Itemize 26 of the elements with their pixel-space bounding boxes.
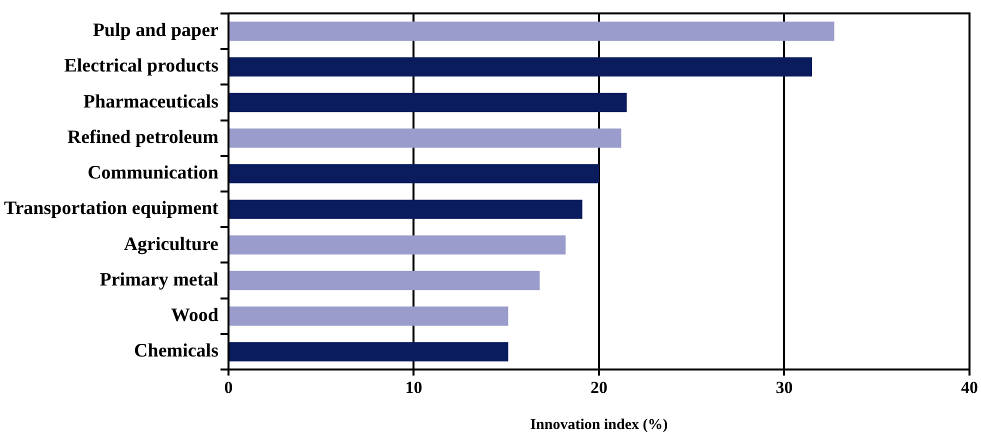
y-tick-label: Wood: [170, 305, 219, 326]
bar: [229, 92, 627, 112]
bar: [229, 342, 508, 362]
x-tick-label: 0: [224, 378, 233, 398]
bar: [229, 57, 812, 76]
bar: [229, 22, 834, 41]
bar: [229, 200, 582, 219]
y-tick-label: Communication: [88, 162, 219, 184]
y-tick-label: Electrical products: [64, 56, 218, 77]
y-tick-label: Agriculture: [124, 234, 218, 255]
y-tick-label: Pharmaceuticals: [83, 91, 218, 112]
x-axis-title: Innovation index (%): [530, 416, 668, 433]
y-tick-label: Pulp and paper: [92, 20, 220, 42]
y-tick-label: Chemicals: [134, 340, 218, 362]
x-tick-label: 30: [776, 378, 793, 398]
bar: [229, 306, 508, 326]
y-tick-label: Refined petroleum: [67, 126, 219, 148]
y-tick-label: Transportation equipment: [4, 198, 220, 220]
x-tick-label: 40: [961, 378, 978, 398]
bar: [229, 270, 540, 290]
bar: [229, 128, 622, 148]
x-tick-label: 10: [405, 378, 422, 398]
bar: [229, 164, 599, 184]
y-tick-label: Primary metal: [100, 269, 218, 290]
bar: [229, 235, 566, 255]
x-tick-label: 20: [590, 378, 608, 398]
